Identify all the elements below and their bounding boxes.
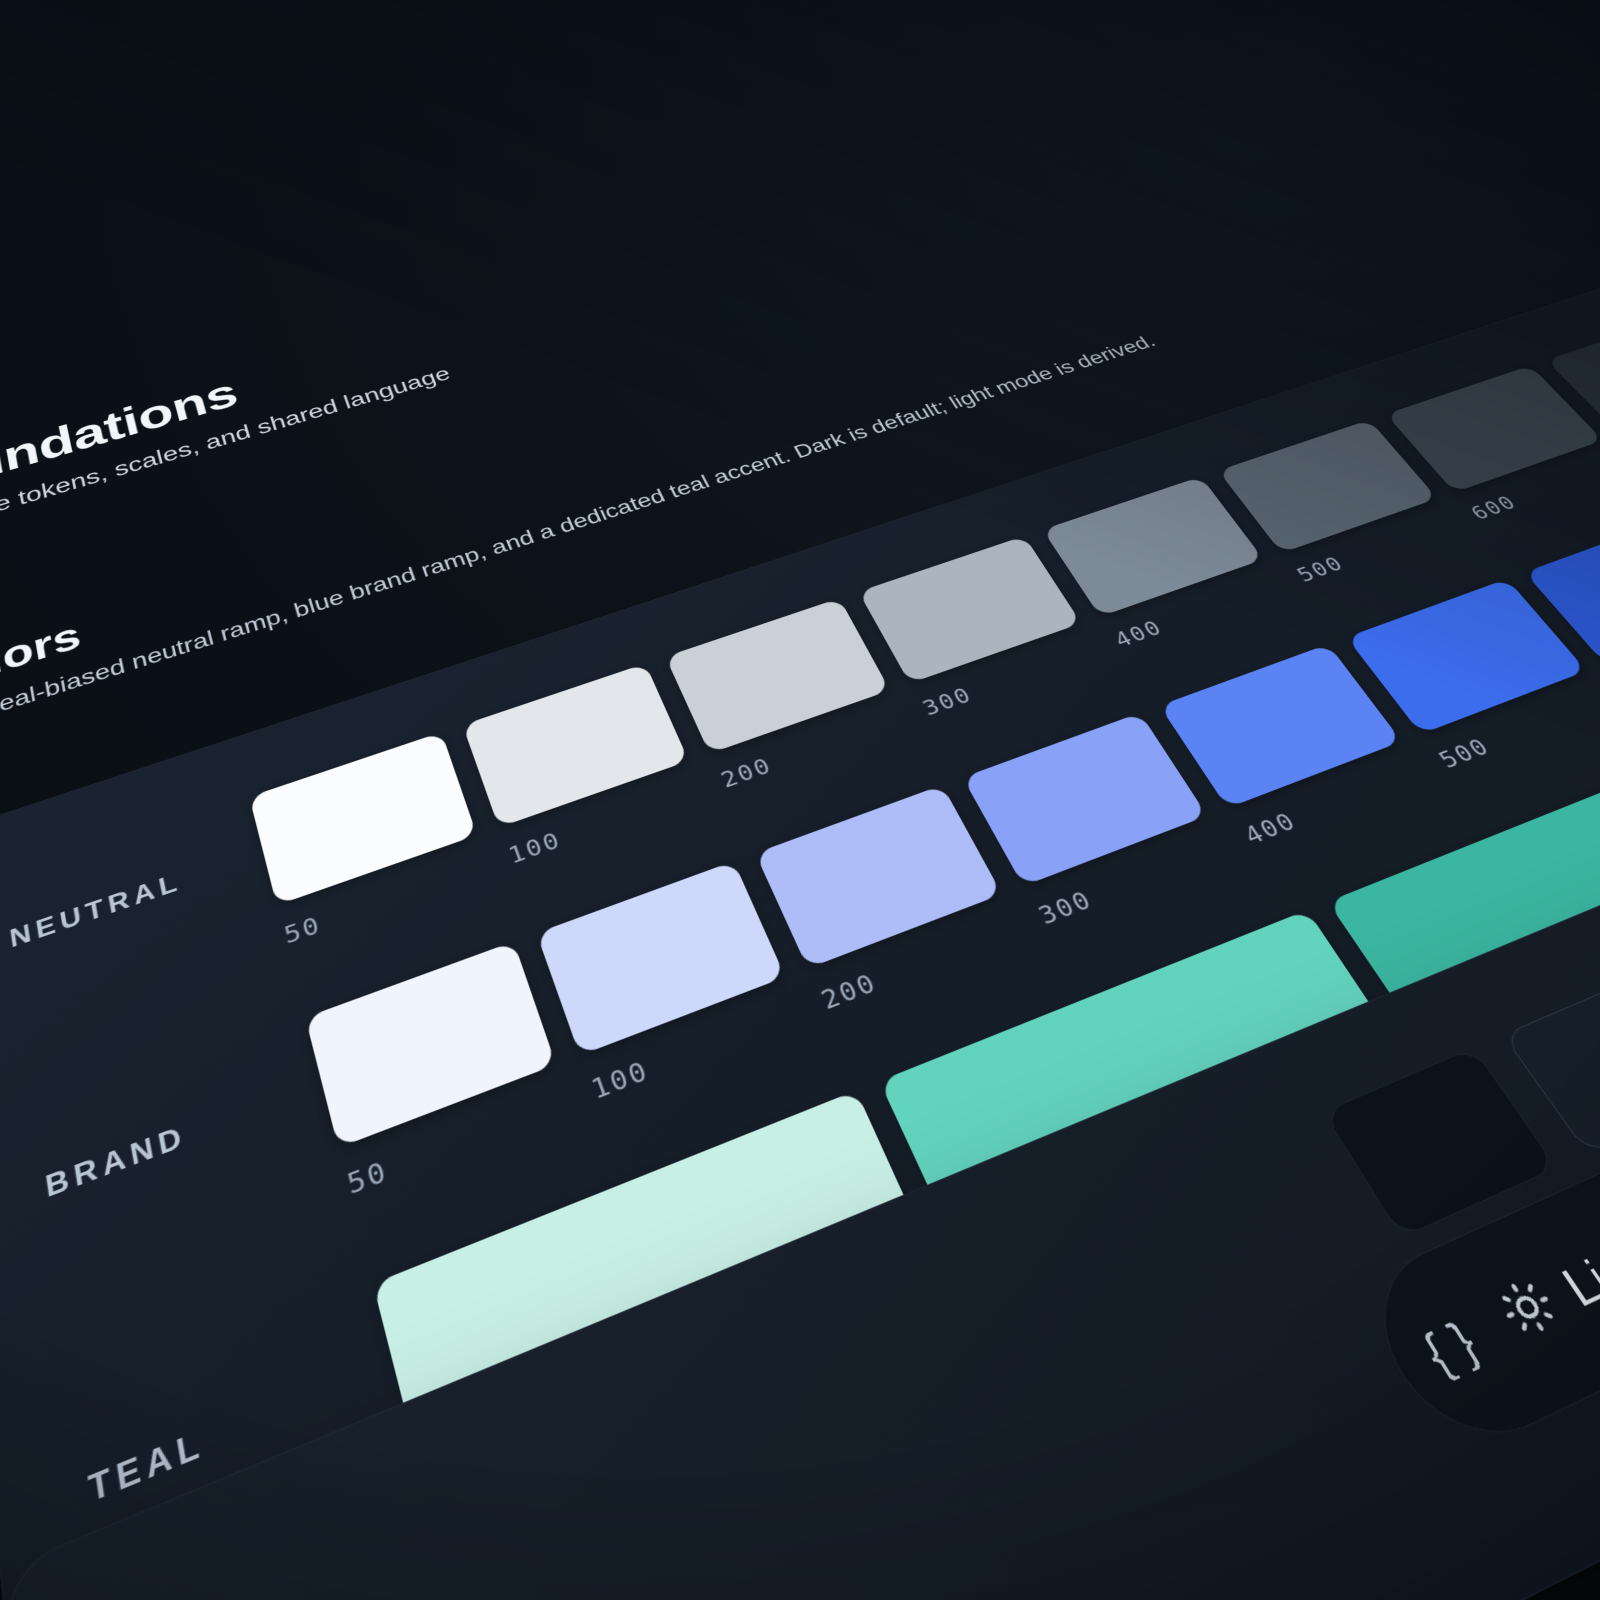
light-mode-button[interactable]: Light [1488, 1221, 1600, 1352]
swatch-step-label: 100 [587, 1054, 654, 1106]
swatch-step-label: 300 [1033, 884, 1098, 931]
swatch-cell: 50 [305, 941, 573, 1201]
color-swatch-brand-400[interactable] [1159, 644, 1402, 809]
swatch-step-label: 100 [504, 826, 565, 870]
ramp-label: Neutral [7, 867, 184, 954]
swatch-cell: 600 [1385, 365, 1600, 525]
color-swatch-neutral-600[interactable] [1385, 365, 1600, 493]
swatch-cell: 200 [665, 598, 910, 793]
color-swatch-brand-200[interactable] [755, 784, 1003, 969]
color-ramps-card: Neutral50100200300400500600700Brand50100… [0, 258, 1600, 1600]
swatch-step-label: 400 [1238, 806, 1303, 850]
swatch-step-label: 50 [281, 910, 325, 950]
swatch-step-label: 200 [716, 752, 777, 793]
color-swatch-brand-100[interactable] [536, 861, 786, 1056]
color-swatch-neutral-200[interactable] [665, 598, 891, 754]
color-swatch-neutral-50[interactable] [249, 732, 477, 906]
color-swatch-brand-50[interactable] [305, 941, 557, 1148]
swatch-step-label: 500 [1291, 551, 1350, 587]
color-swatch-neutral-100[interactable] [462, 663, 689, 828]
swatch-step-label: 500 [1433, 732, 1496, 774]
swatch-step-label: 400 [1109, 615, 1168, 652]
color-swatch-neutral-400[interactable] [1042, 476, 1264, 617]
color-swatch-neutral-500[interactable] [1218, 419, 1438, 554]
swatch-step-label: 50 [343, 1154, 392, 1202]
color-swatch-brand-300[interactable] [962, 712, 1208, 887]
swatch-step-label: 300 [918, 682, 977, 721]
swatch-step-label: 200 [816, 967, 882, 1016]
swatch-step-label: 600 [1465, 491, 1523, 525]
color-swatch-neutral-300[interactable] [858, 535, 1082, 684]
swatch-cell: 100 [536, 861, 806, 1106]
ramp-label: Brand [43, 1119, 190, 1205]
swatch-cell: 100 [462, 663, 706, 869]
swatch-cell: 50 [249, 732, 491, 950]
